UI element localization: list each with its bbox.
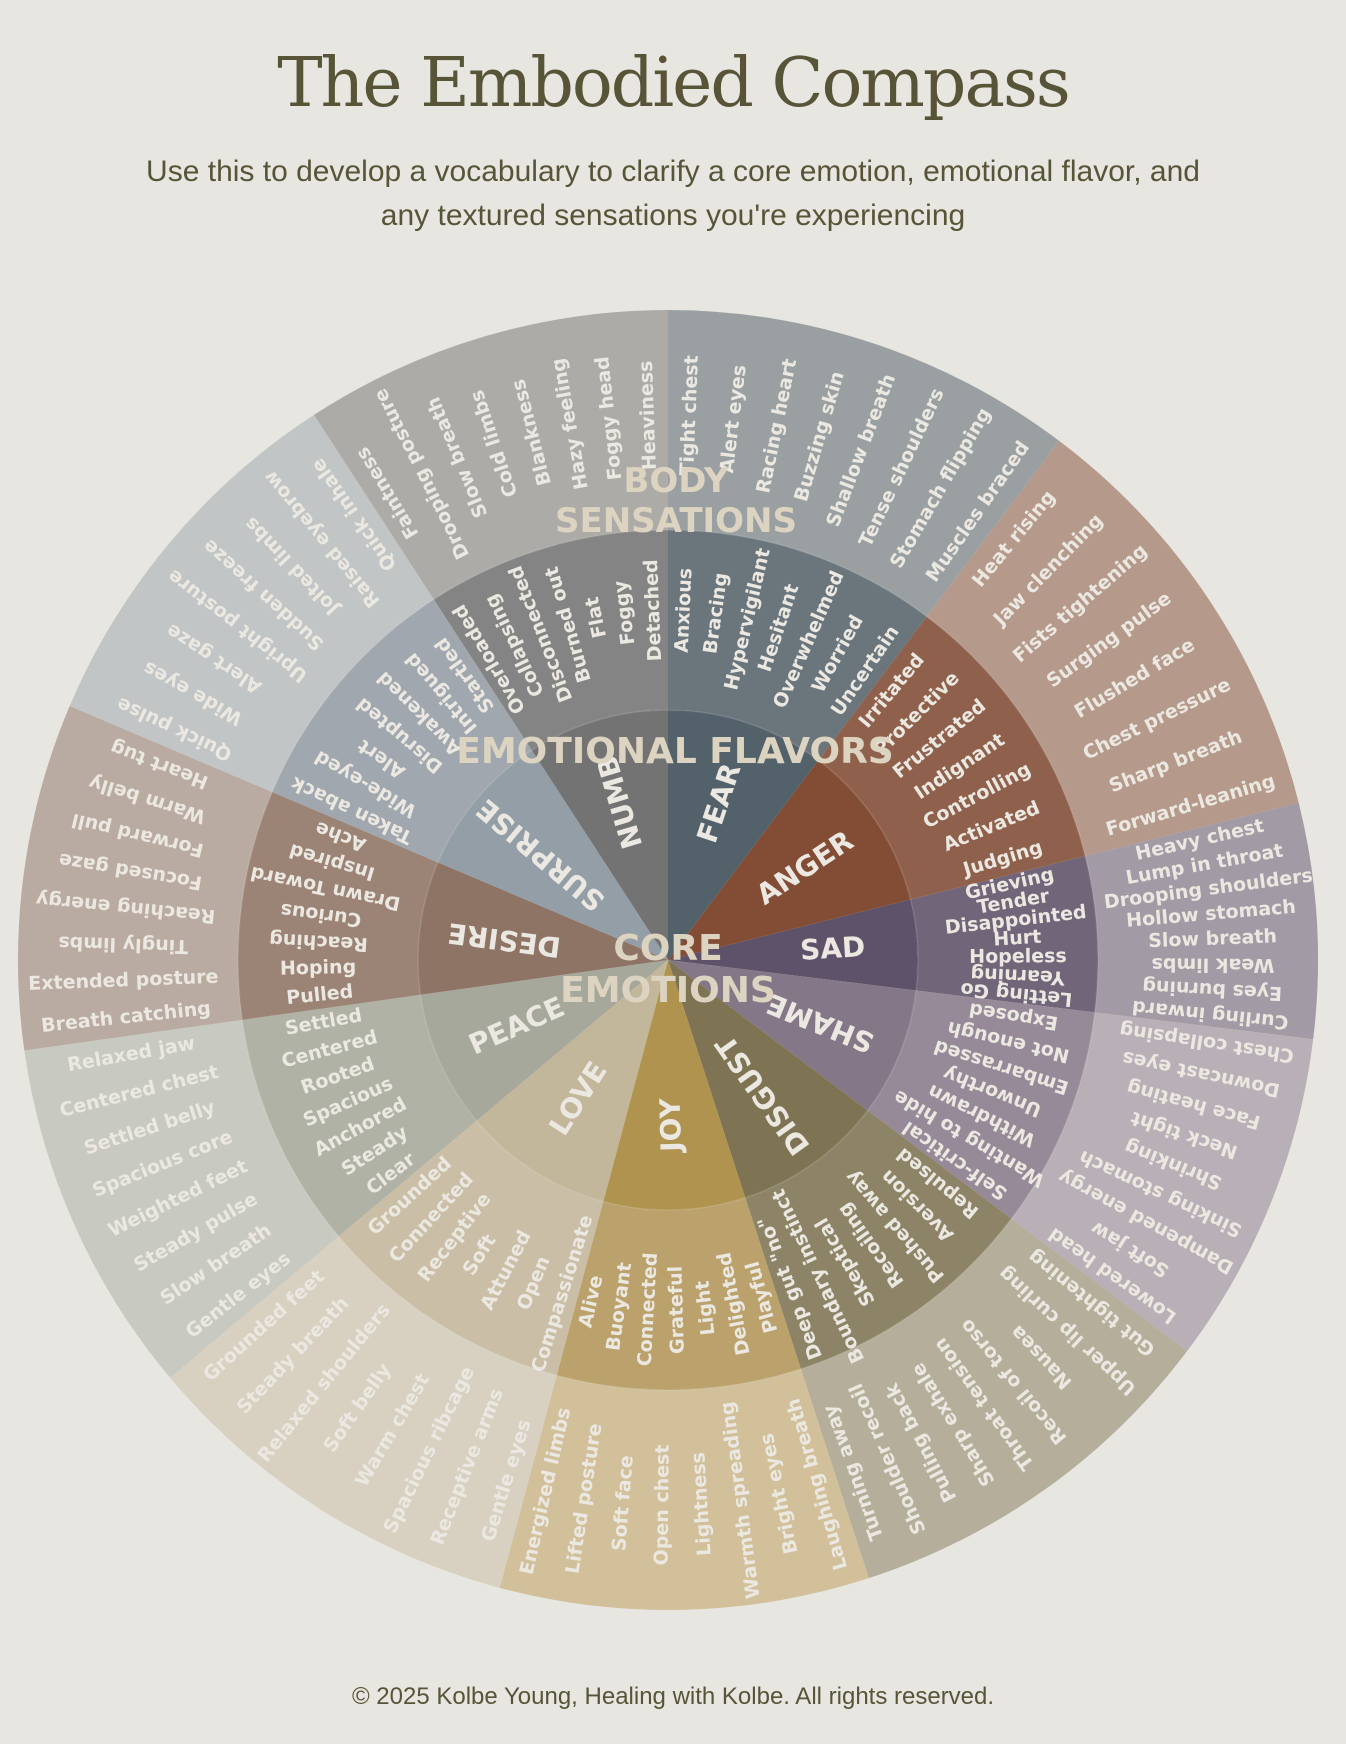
- sensation-word: Tingly limbs: [58, 932, 188, 958]
- sensation-word: Tight chest: [676, 355, 703, 476]
- flavor-word: Hopeless: [969, 945, 1067, 968]
- sensation-word: Slow breath: [1148, 925, 1277, 952]
- core-emotion-sad: SAD: [799, 930, 866, 967]
- flavors-wedge-peace: [242, 994, 477, 1237]
- flavor-word: Hurt: [993, 926, 1042, 951]
- emotional-flavors-label: EMOTIONAL FLAVORS: [456, 731, 893, 772]
- flavor-word: Hoping: [280, 956, 357, 980]
- flavors-wedge-surprise: [272, 599, 532, 863]
- flavors-wedge-numb: [433, 530, 668, 751]
- flavors-wedge-joy: [556, 1197, 801, 1391]
- flavor-word: Reaching: [269, 928, 369, 955]
- core-emotions-ring: FEARANGERSADSHAMEDISGUSTJOYLOVEPEACEDESI…: [418, 710, 918, 1210]
- core-wedge-joy: [603, 960, 746, 1210]
- flavor-word: Detached: [640, 559, 666, 662]
- sensation-word: Weak limbs: [1151, 953, 1274, 976]
- body-sensations-ring: Tight chest Alert eyes Racing heartBuzzing…: [18, 310, 1318, 1610]
- sensations-wedge-anger: [926, 440, 1299, 856]
- sensations-wedge-fear: [668, 310, 1060, 617]
- core-wedge-surprise: [437, 750, 668, 960]
- copyright-footer: © 2025 Kolbe Young, Healing with Kolbe. …: [351, 1683, 995, 1710]
- page-subtitle: Use this to develop a vocabulary to clar…: [146, 155, 1200, 232]
- body-sensations-label-line2: SENSATIONS: [555, 501, 797, 541]
- core-emotion-joy: JOY: [654, 1097, 688, 1154]
- core-wedge-fear: [668, 710, 819, 960]
- sensations-wedge-shame: [1011, 1012, 1314, 1352]
- flavors-wedge-shame: [867, 990, 1095, 1219]
- core-wedge-sad: [668, 899, 918, 991]
- sensation-word: Open chest: [651, 1444, 674, 1565]
- flavors-wedge-love: [338, 1120, 604, 1376]
- flavor-word: Anxious: [671, 567, 697, 653]
- flavors-ring-border: [237, 529, 1099, 1391]
- sensations-wedge-peace: [24, 1019, 339, 1378]
- core-wedge-anger: [668, 760, 911, 960]
- sensations-wedge-surprise: [69, 414, 434, 792]
- core-emotions-label-line2: EMOTIONS: [560, 970, 776, 1011]
- body-sensations-label: BODY: [623, 461, 729, 501]
- core-ring-border: [417, 709, 919, 1211]
- core-wedge-desire: [418, 862, 668, 995]
- sensations-wedge-sad: [1085, 802, 1318, 1040]
- sensations-wedge-love: [170, 1236, 557, 1588]
- flavors-wedge-desire: [237, 791, 438, 1020]
- page-title: The Embodied Compass: [277, 44, 1071, 123]
- core-wedge-love: [476, 960, 668, 1202]
- core-wedge-disgust: [668, 960, 868, 1198]
- sensations-wedge-joy: [499, 1368, 869, 1610]
- flavors-wedge-fear: [668, 530, 927, 761]
- core-wedge-numb: [531, 710, 668, 960]
- flavors-wedge-anger: [818, 616, 1086, 900]
- core-wedge-shame: [668, 960, 917, 1111]
- flavor-word: Yearning: [970, 963, 1066, 989]
- flavors-wedge-sad: [910, 855, 1098, 1013]
- sensations-wedge-desire: [18, 706, 273, 1051]
- core-emotions-label: CORE: [613, 928, 722, 969]
- sensations-wedge-disgust: [800, 1218, 1188, 1579]
- emotional-flavors-ring: Anxious BracingHypervigilantHesitantOverw…: [237, 530, 1098, 1391]
- sensations-wedge-numb: [313, 310, 668, 600]
- flavor-word: Grateful: [665, 1266, 689, 1355]
- core-wedge-peace: [420, 960, 668, 1121]
- flavors-wedge-disgust: [745, 1110, 1012, 1369]
- sensation-word: Heaviness: [635, 360, 661, 470]
